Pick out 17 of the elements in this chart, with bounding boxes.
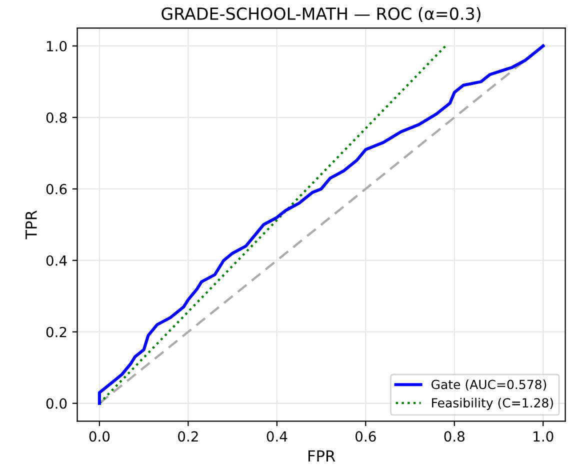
x-tick-label: 0.0 bbox=[89, 431, 110, 442]
x-tick-label: 0.6 bbox=[356, 431, 376, 442]
legend-label: Gate (AUC=0.578) bbox=[432, 380, 546, 391]
y-tick-label: 0.8 bbox=[46, 112, 67, 123]
y-tick-label: 0.0 bbox=[46, 398, 67, 409]
y-tick-label: 0.4 bbox=[46, 255, 67, 266]
y-tick-label: 1.0 bbox=[46, 40, 67, 52]
x-tick-label: 0.4 bbox=[266, 431, 288, 442]
x-tick-label: 0.2 bbox=[178, 431, 198, 442]
legend-label: Feasibility (C=1.28) bbox=[432, 398, 553, 410]
y-tick-label: 0.2 bbox=[46, 326, 66, 338]
x-tick-label: 1.0 bbox=[534, 431, 554, 442]
y-axis-title: TPR bbox=[26, 210, 37, 240]
y-tick-label: 0.6 bbox=[46, 184, 67, 194]
x-tick-label: 0.8 bbox=[444, 431, 464, 442]
x-axis-title: FPR bbox=[308, 450, 336, 462]
chart-title: GRADE-SCHOOL-MATH — ROC (α=0.3) bbox=[162, 7, 480, 22]
